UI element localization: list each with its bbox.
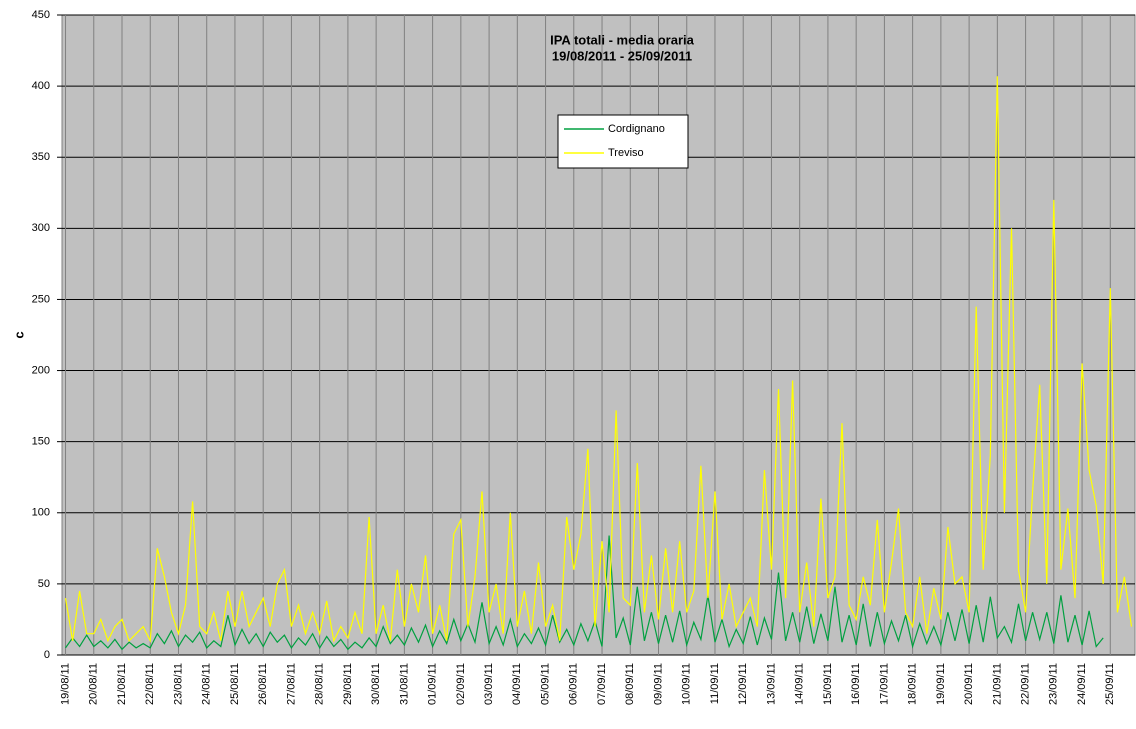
x-tick-label: 30/08/11: [370, 663, 382, 705]
x-tick-label: 09/09/11: [652, 663, 664, 705]
legend: Cordignano Treviso: [557, 114, 689, 169]
y-tick-label: 200: [32, 364, 50, 376]
x-tick-label: 19/08/11: [59, 663, 71, 705]
x-tick-label: 28/08/11: [314, 663, 326, 705]
x-tick-label: 20/09/11: [963, 663, 975, 705]
x-tick-label: 18/09/11: [907, 663, 919, 705]
x-tick-label: 03/09/11: [483, 663, 495, 705]
x-tick-label: 10/09/11: [681, 663, 693, 705]
y-tick-label: 100: [32, 507, 50, 519]
x-tick-label: 16/09/11: [850, 663, 862, 705]
x-tick-label: 22/09/11: [1019, 663, 1031, 705]
x-tick-label: 06/09/11: [568, 663, 580, 705]
legend-box: [557, 114, 689, 169]
x-tick-label: 08/09/11: [624, 663, 636, 705]
y-tick-label: 250: [32, 293, 50, 305]
x-tick-label: 27/08/11: [285, 663, 297, 705]
x-tick-label: 20/08/11: [88, 663, 100, 705]
x-tick-label: 24/09/11: [1076, 663, 1088, 705]
y-tick-label: 50: [38, 578, 50, 590]
x-tick-label: 01/09/11: [427, 663, 439, 705]
chart-title: IPA totali - media oraria: [550, 32, 695, 47]
y-tick-label: 150: [32, 436, 50, 448]
x-tick-label: 25/09/11: [1104, 663, 1116, 705]
x-tick-label: 12/09/11: [737, 663, 749, 705]
x-tick-label: 04/09/11: [511, 663, 523, 705]
legend-label: Treviso: [608, 147, 644, 159]
series-line: [64, 76, 1133, 644]
x-tick-label: 23/08/11: [172, 663, 184, 705]
y-axis-label: c: [11, 331, 26, 338]
y-tick-label: 350: [32, 151, 50, 163]
x-tick-label: 05/09/11: [539, 663, 551, 705]
x-tick-label: 23/09/11: [1048, 663, 1060, 705]
series-line: [65, 535, 1104, 651]
x-tick-label: 21/08/11: [116, 663, 128, 705]
y-tick-label: 450: [32, 9, 50, 21]
legend-label: Cordignano: [608, 123, 665, 135]
y-tick-label: 400: [32, 80, 50, 92]
x-tick-label: 11/09/11: [709, 663, 721, 704]
x-tick-label: 26/08/11: [257, 663, 269, 705]
x-tick-label: 21/09/11: [991, 663, 1003, 705]
x-tick-label: 02/09/11: [455, 663, 467, 705]
y-tick-label: 0: [44, 649, 50, 661]
x-tick-label: 07/09/11: [596, 663, 608, 705]
x-tick-label: 15/09/11: [822, 663, 834, 705]
chart-subtitle: 19/08/2011 - 25/09/2011: [552, 48, 692, 63]
plot-area: [61, 14, 1136, 656]
x-tick-label: 13/09/11: [765, 663, 777, 705]
x-tick-label: 25/08/11: [229, 663, 241, 705]
x-tick-label: 17/09/11: [878, 663, 890, 705]
x-tick-label: 19/09/11: [935, 663, 947, 705]
x-tick-label: 31/08/11: [398, 663, 410, 705]
y-tick-label: 300: [32, 222, 50, 234]
x-tick-label: 29/08/11: [342, 663, 354, 705]
x-tick-label: 14/09/11: [794, 663, 806, 705]
x-tick-label: 22/08/11: [144, 663, 156, 705]
x-tick-label: 24/08/11: [201, 663, 213, 705]
